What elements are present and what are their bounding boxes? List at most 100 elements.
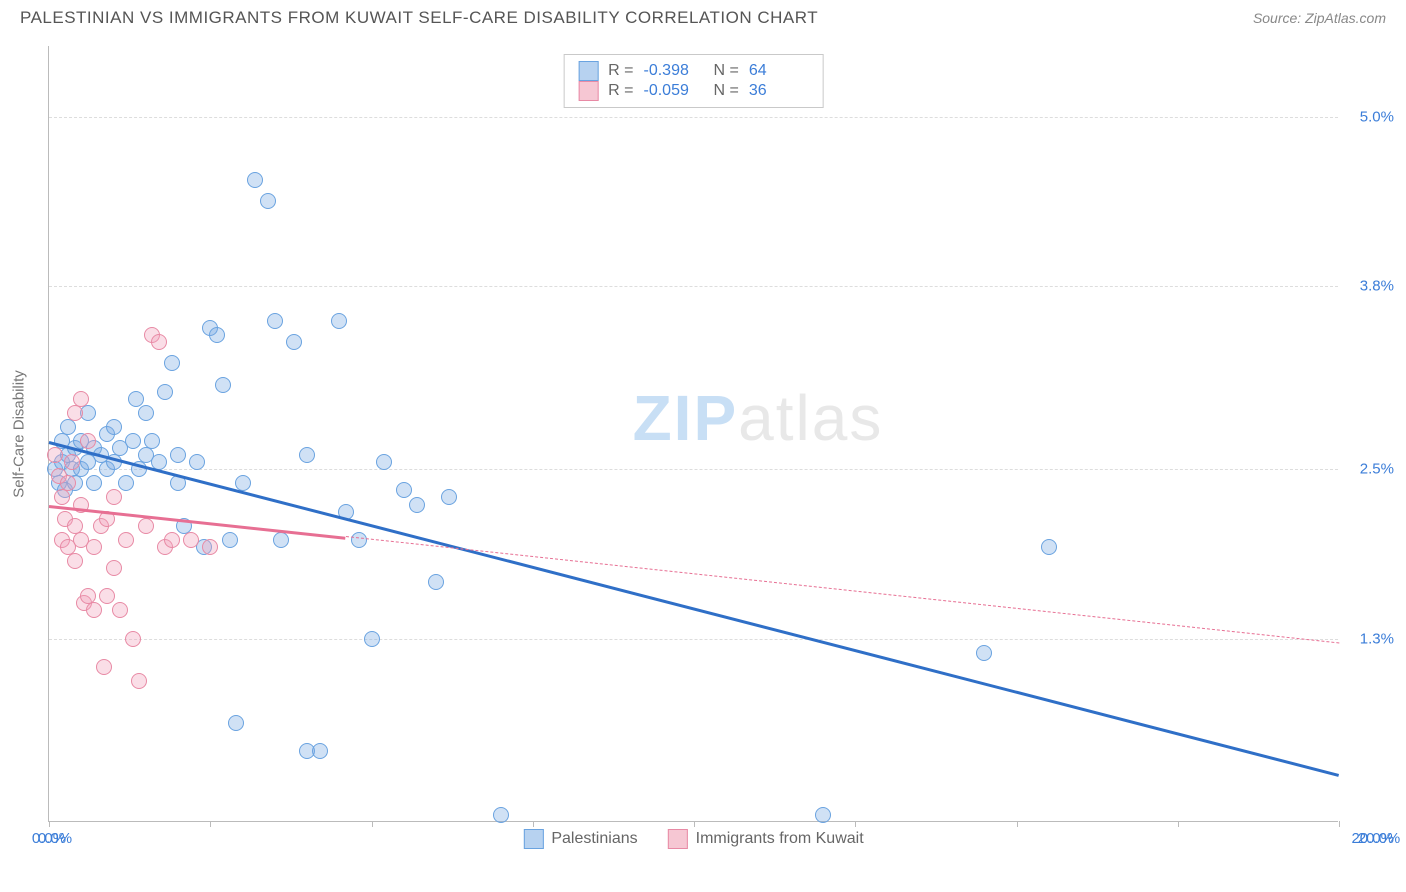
data-point <box>267 313 283 329</box>
data-point <box>125 631 141 647</box>
data-point <box>80 433 96 449</box>
data-point <box>222 532 238 548</box>
data-point <box>131 673 147 689</box>
correlation-stats-box: R =-0.398N =64R =-0.059N =36 <box>563 54 824 108</box>
data-point <box>60 419 76 435</box>
legend-swatch <box>668 829 688 849</box>
data-point <box>138 518 154 534</box>
data-point <box>376 454 392 470</box>
data-point <box>286 334 302 350</box>
data-point <box>106 419 122 435</box>
data-point <box>118 475 134 491</box>
data-point <box>47 447 63 463</box>
data-point <box>128 391 144 407</box>
gridline <box>49 117 1338 118</box>
data-point <box>273 532 289 548</box>
series-swatch <box>578 81 598 101</box>
data-point <box>331 313 347 329</box>
n-label: N = <box>714 62 739 80</box>
legend-label: Immigrants from Kuwait <box>696 830 864 848</box>
data-point <box>54 489 70 505</box>
gridline <box>49 286 1338 287</box>
data-point <box>976 645 992 661</box>
regression-extrapolation <box>346 536 1339 643</box>
data-point <box>106 489 122 505</box>
data-point <box>99 588 115 604</box>
n-value: 36 <box>749 82 809 100</box>
data-point <box>396 482 412 498</box>
x-max-label: 20.0% <box>1351 830 1394 847</box>
data-point <box>1041 539 1057 555</box>
data-point <box>209 327 225 343</box>
legend-item: Palestinians <box>523 829 637 849</box>
data-point <box>170 447 186 463</box>
stats-row: R = -0.398 N = 64 <box>578 61 809 81</box>
data-point <box>64 454 80 470</box>
source-attribution: Source: ZipAtlas.com <box>1253 10 1386 26</box>
x-tick <box>1017 821 1018 827</box>
r-label: R = <box>608 62 633 80</box>
data-point <box>96 659 112 675</box>
data-point <box>67 405 83 421</box>
y-axis-label: Self-Care Disability <box>11 370 28 498</box>
x-tick <box>855 821 856 827</box>
y-tick-label: 5.0% <box>1344 108 1394 125</box>
data-point <box>112 602 128 618</box>
data-point <box>441 489 457 505</box>
data-point <box>125 433 141 449</box>
stats-row: R =-0.059N =36 <box>578 81 809 101</box>
legend-item: Immigrants from Kuwait <box>668 829 864 849</box>
data-point <box>351 532 367 548</box>
data-point <box>409 497 425 513</box>
data-point <box>428 574 444 590</box>
data-point <box>118 532 134 548</box>
data-point <box>138 405 154 421</box>
data-point <box>202 539 218 555</box>
data-point <box>164 355 180 371</box>
data-point <box>493 807 509 823</box>
data-point <box>364 631 380 647</box>
y-tick-label: 3.8% <box>1344 277 1394 294</box>
legend-swatch <box>523 829 543 849</box>
x-tick <box>49 821 50 827</box>
r-label: R = <box>608 82 633 100</box>
series-swatch <box>578 61 598 81</box>
data-point <box>215 377 231 393</box>
watermark: ZIPatlas <box>633 381 884 455</box>
data-point <box>106 560 122 576</box>
data-point <box>247 172 263 188</box>
y-tick-label: 1.3% <box>1344 630 1394 647</box>
data-point <box>183 532 199 548</box>
x-tick <box>533 821 534 827</box>
data-point <box>86 539 102 555</box>
scatter-chart: Self-Care Disability ZIPatlas R =-0.398N… <box>48 46 1338 822</box>
data-point <box>67 553 83 569</box>
data-point <box>260 193 276 209</box>
chart-title: PALESTINIAN VS IMMIGRANTS FROM KUWAIT SE… <box>20 8 818 28</box>
data-point <box>164 532 180 548</box>
data-point <box>189 454 205 470</box>
x-tick-label: 0.0% <box>38 830 72 847</box>
data-point <box>60 475 76 491</box>
data-point <box>157 384 173 400</box>
x-tick <box>1339 821 1340 827</box>
gridline <box>49 469 1338 470</box>
x-tick <box>372 821 373 827</box>
data-point <box>86 602 102 618</box>
n-value: 64 <box>749 62 809 80</box>
gridline <box>49 639 1338 640</box>
data-point <box>312 743 328 759</box>
data-point <box>86 475 102 491</box>
series-legend: Palestinians Immigrants from Kuwait <box>523 829 863 849</box>
legend-label: Palestinians <box>551 830 637 848</box>
r-value: -0.398 <box>644 62 704 80</box>
n-label: N = <box>714 82 739 100</box>
data-point <box>144 433 160 449</box>
data-point <box>228 715 244 731</box>
x-tick <box>1178 821 1179 827</box>
data-point <box>299 447 315 463</box>
data-point <box>151 334 167 350</box>
x-tick <box>210 821 211 827</box>
data-point <box>815 807 831 823</box>
x-tick <box>694 821 695 827</box>
